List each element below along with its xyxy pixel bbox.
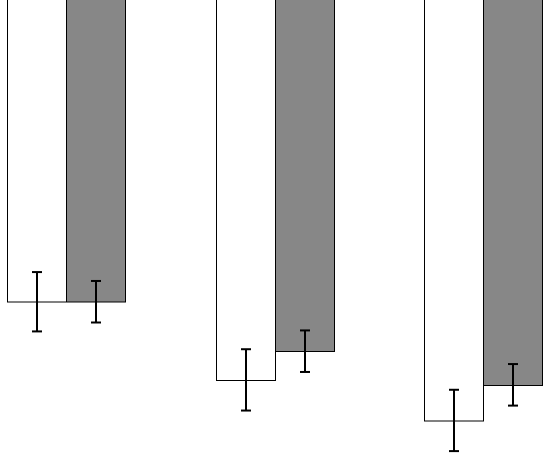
error-bars-layer	[32, 271, 518, 453]
error-bar-s2-c1	[91, 279, 101, 324]
error-bar-s2-c3	[508, 363, 518, 407]
bars-layer	[7, 0, 543, 422]
bar-s2-c1	[66, 0, 126, 303]
bar-s1-c3	[424, 0, 484, 422]
bar-s2-c3	[483, 0, 543, 386]
error-bar-s1-c2	[241, 348, 251, 412]
error-bar-s1-c1	[32, 271, 42, 333]
bar-s2-c2	[275, 0, 335, 353]
error-bar-s2-c2	[300, 329, 310, 373]
bar-s1-c2	[216, 0, 276, 381]
error-bar-s1-c3	[449, 388, 459, 453]
bar-s1-c1	[7, 0, 67, 303]
